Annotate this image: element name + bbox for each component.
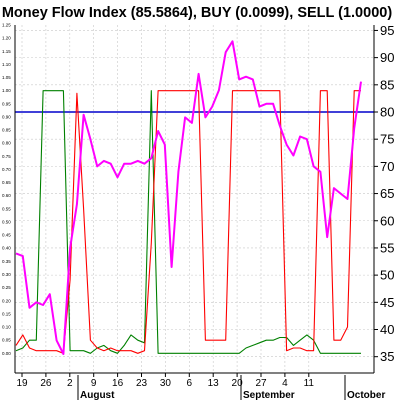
right-axis-tick-label: 35 bbox=[380, 349, 394, 364]
right-axis-tick-label: 90 bbox=[380, 50, 394, 65]
left-axis-tick-label: 1.05 bbox=[2, 75, 11, 80]
left-axis-tick-label: 0.55 bbox=[2, 206, 11, 211]
mfi-line bbox=[15, 40, 362, 355]
right-axis-tick-label: 80 bbox=[380, 105, 394, 120]
month-label: August bbox=[80, 390, 115, 400]
sell-signal-line bbox=[15, 90, 361, 354]
x-axis-tick-label: 20 bbox=[232, 378, 244, 389]
x-axis-tick-label: 16 bbox=[112, 378, 124, 389]
x-axis-tick-label: 11 bbox=[304, 378, 315, 389]
right-axis-tick-label: 65 bbox=[380, 186, 394, 201]
right-axis-tick-label: 70 bbox=[380, 159, 394, 174]
left-axis-tick-label: 0.70 bbox=[2, 167, 11, 172]
left-axis-tick-label: 1.25 bbox=[2, 23, 11, 28]
left-axis-tick-label: 0.10 bbox=[2, 325, 11, 330]
x-axis-tick-label: 9 bbox=[91, 378, 97, 389]
right-axis-tick-label: 55 bbox=[380, 240, 394, 255]
x-axis-tick-label: 19 bbox=[16, 378, 28, 389]
month-label: September bbox=[243, 390, 295, 400]
buy-signal-line bbox=[15, 90, 361, 354]
right-axis-tick-label: 95 bbox=[380, 23, 394, 38]
right-axis-tick-label: 75 bbox=[380, 132, 394, 147]
x-axis-tick-label: 13 bbox=[208, 378, 220, 389]
right-axis-tick-label: 50 bbox=[380, 268, 394, 283]
left-axis-tick-label: 0.15 bbox=[2, 311, 11, 316]
left-axis-tick-label: 1.00 bbox=[2, 88, 11, 93]
x-axis-tick-label: 2 bbox=[67, 378, 73, 389]
x-axis-tick-label: 27 bbox=[255, 378, 267, 389]
left-axis-tick-label: 0.90 bbox=[2, 114, 11, 119]
left-axis-tick-label: 1.15 bbox=[2, 49, 11, 54]
right-axis-tick-label: 60 bbox=[380, 213, 394, 228]
left-axis-tick-label: 0.75 bbox=[2, 154, 11, 159]
x-axis-tick-label: 30 bbox=[160, 378, 172, 389]
x-axis-tick-label: 23 bbox=[136, 378, 148, 389]
left-axis-tick-label: 0.45 bbox=[2, 233, 11, 238]
left-axis-tick-label: 1.20 bbox=[2, 36, 11, 41]
left-axis-tick-label: 0.30 bbox=[2, 272, 11, 277]
x-axis-tick-label: 26 bbox=[40, 378, 52, 389]
right-axis-tick-label: 40 bbox=[380, 322, 394, 337]
right-axis-tick-label: 45 bbox=[380, 295, 394, 310]
left-axis-tick-label: 0.80 bbox=[2, 141, 11, 146]
month-label: October bbox=[347, 390, 385, 400]
left-axis-tick-label: 0.25 bbox=[2, 285, 11, 290]
x-axis-tick-label: 4 bbox=[282, 378, 288, 389]
left-axis-tick-label: 0.50 bbox=[2, 219, 11, 224]
left-axis-tick-label: 0.85 bbox=[2, 128, 11, 133]
left-axis-tick-label: 0.35 bbox=[2, 259, 11, 264]
left-axis-tick-label: 0.05 bbox=[2, 338, 11, 343]
x-axis-tick-label: 6 bbox=[187, 378, 193, 389]
chart-title: Money Flow Index (85.5864), BUY (0.0099)… bbox=[2, 5, 392, 21]
left-axis-tick-label: 1.10 bbox=[2, 62, 11, 67]
right-axis-tick-label: 85 bbox=[380, 77, 394, 92]
left-axis-tick-label: 0.40 bbox=[2, 246, 11, 251]
left-axis-tick-label: 0.00 bbox=[2, 351, 11, 356]
left-axis-tick-label: 0.20 bbox=[2, 298, 11, 303]
left-axis-tick-label: 0.65 bbox=[2, 180, 11, 185]
left-axis-tick-label: 0.95 bbox=[2, 101, 11, 106]
left-axis-tick-label: 0.60 bbox=[2, 193, 11, 198]
